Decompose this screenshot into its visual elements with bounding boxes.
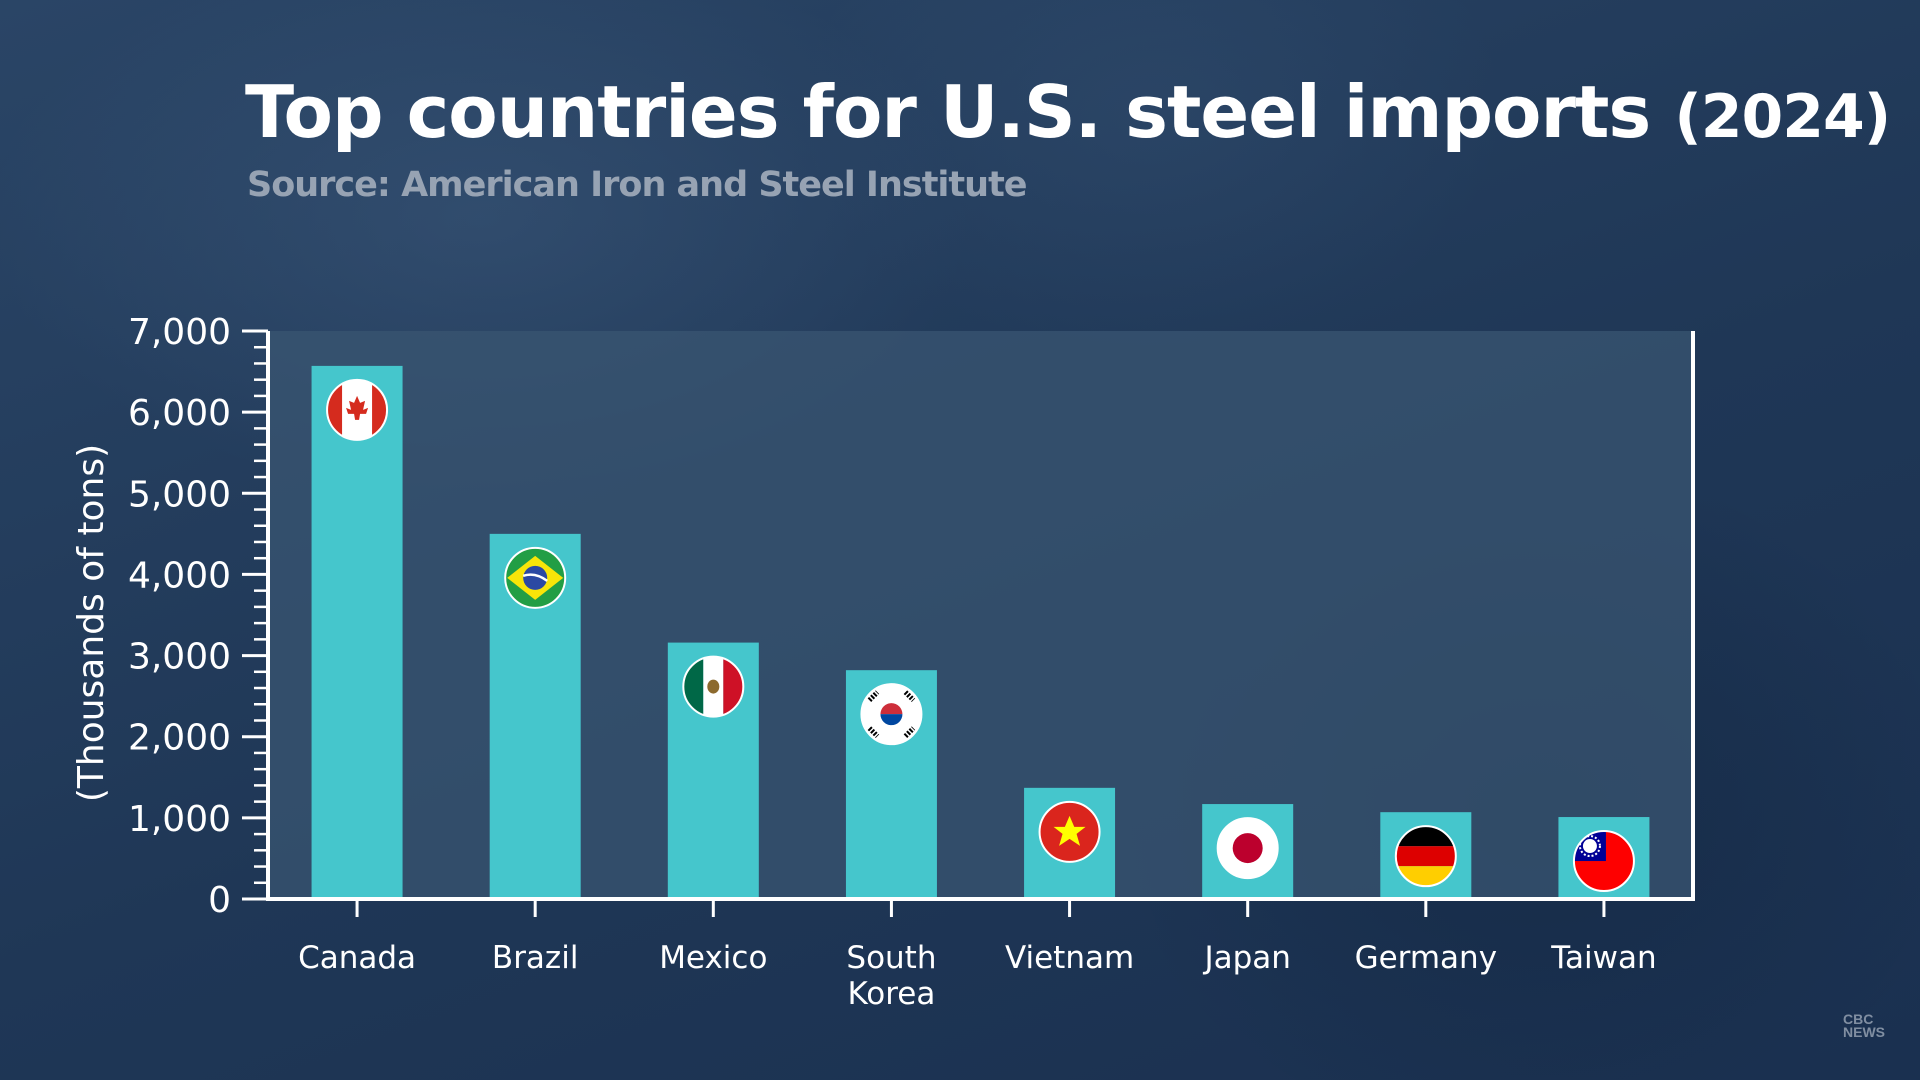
y-tick-label: 5,000: [128, 474, 231, 515]
chart-subtitle: Source: American Iron and Steel Institut…: [247, 165, 1028, 205]
y-tick-label: 1,000: [128, 799, 231, 840]
y-tick-label: 4,000: [128, 555, 231, 596]
mexico-flag-icon: [682, 655, 745, 718]
x-tick-label: Mexico: [659, 940, 767, 976]
cbc-news-logo: CBC NEWS: [1843, 1011, 1903, 1040]
bar-canada: [311, 365, 403, 899]
chart-title-year: (2024): [1674, 82, 1891, 152]
canada-flag-icon: [326, 378, 389, 441]
y-tick-label: 2,000: [128, 718, 231, 759]
plot-area: [268, 331, 1693, 899]
taiwan-flag-icon: [1572, 830, 1635, 893]
x-tick-label: South Korea: [846, 940, 936, 1012]
germany-flag-icon: [1394, 825, 1457, 888]
x-tick-label: Brazil: [492, 940, 579, 976]
japan-flag-icon: [1216, 817, 1279, 880]
x-tick-label: Japan: [1202, 940, 1290, 976]
y-axis-label: (Thousands of tons): [71, 444, 112, 802]
south-korea-flag-icon: [860, 683, 923, 746]
y-tick-label: 3,000: [128, 637, 231, 678]
y-tick-label: 7,000: [128, 312, 231, 353]
x-tick-label: Taiwan: [1550, 940, 1656, 976]
x-tick-label: Germany: [1355, 940, 1497, 976]
x-tick-label: Canada: [298, 940, 416, 976]
logo-line-1: CBC: [1843, 1011, 1874, 1027]
vietnam-flag-icon: [1038, 800, 1101, 863]
chart-title: Top countries for U.S. steel imports (20…: [245, 70, 1891, 154]
x-tick-label: Vietnam: [1005, 940, 1134, 976]
brazil-flag-icon: [504, 546, 567, 609]
y-tick-label: 0: [208, 880, 231, 921]
y-tick-label: 6,000: [128, 393, 231, 434]
logo-line-2: NEWS: [1843, 1024, 1885, 1040]
